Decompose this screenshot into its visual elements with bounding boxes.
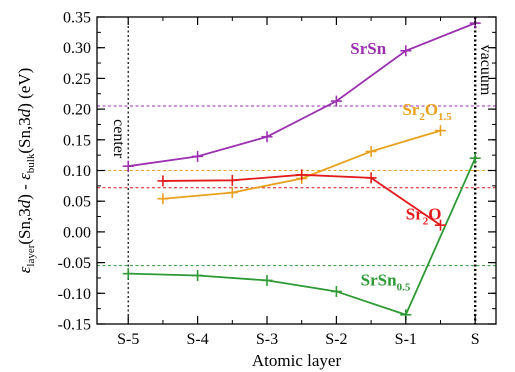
vertical-marker-label: vacuum	[477, 45, 494, 96]
x-tick-label: S-4	[187, 331, 209, 348]
data-point	[192, 269, 204, 281]
data-point	[122, 160, 134, 172]
series-label: SrSn	[350, 39, 386, 58]
y-tick-label: 0.15	[63, 132, 91, 149]
series-label-part: 0.5	[397, 281, 411, 293]
data-point	[192, 150, 204, 162]
series-label: Sr2O1.5	[402, 100, 452, 123]
data-point	[469, 152, 481, 164]
y-axis-label-part: ε	[15, 173, 34, 180]
vertical-marker-label: center	[110, 119, 127, 159]
series-label-part: Sr	[406, 205, 423, 224]
data-point	[226, 174, 238, 186]
series-label-part: 2	[419, 111, 425, 123]
y-tick-label: 0.10	[63, 163, 91, 180]
series-lines	[128, 22, 477, 316]
series-label: Sr2O	[406, 205, 442, 228]
data-point	[261, 131, 273, 143]
y-tick-label: 0.05	[63, 194, 91, 211]
y-axis-label-part: ε	[15, 266, 34, 273]
data-point	[434, 219, 446, 231]
y-axis-label-part: ) -	[15, 180, 34, 200]
series-label: SrSn0.5	[361, 270, 411, 293]
series-line	[128, 157, 477, 316]
x-tick-label: S-2	[325, 331, 347, 348]
y-tick-label: 0.00	[63, 224, 91, 241]
series-line	[128, 22, 476, 168]
x-axis-label: Atomic layer	[252, 351, 342, 370]
data-point	[400, 45, 412, 57]
reference-lines	[97, 105, 496, 267]
data-point	[434, 125, 446, 137]
x-tick-label: S-1	[395, 331, 417, 348]
x-tick-label: S	[471, 331, 480, 348]
data-point	[261, 274, 273, 286]
y-axis-label-part: d	[15, 108, 34, 117]
y-tick-label: 0.30	[63, 40, 91, 57]
series-label-part: O	[425, 100, 438, 119]
data-point	[122, 268, 134, 280]
y-tick-label: 0.35	[63, 10, 91, 27]
y-tick-label: -0.10	[58, 286, 91, 303]
series-label-part: 2	[423, 216, 429, 228]
data-point	[296, 169, 308, 181]
y-axis-label-part: ) (eV)	[15, 68, 34, 109]
data-point	[157, 193, 169, 205]
y-axis-label-part: bulk	[25, 153, 37, 173]
x-tick-label: S-5	[117, 331, 139, 348]
y-axis-label-part: d	[15, 199, 34, 208]
data-point	[226, 187, 238, 199]
data-point	[330, 285, 342, 297]
y-tick-label: -0.15	[58, 317, 91, 334]
y-axis-label-part: (Sn,3	[15, 208, 34, 244]
data-point	[365, 145, 377, 157]
axes: -0.15 -0.10 -0.05 0.00 0.05 0.10 0.15 0.20 0.25 0…	[58, 10, 497, 348]
y-axis-ticks: -0.15 -0.10 -0.05 0.00 0.05 0.10 0.15 0.20 0.25 0…	[58, 10, 496, 334]
series-line	[162, 129, 441, 200]
data-point	[157, 175, 169, 187]
y-axis-label: εlayer(Sn,3d) - εbulk(Sn,3d) (eV)	[15, 68, 37, 274]
y-tick-label: -0.05	[58, 255, 91, 272]
data-point	[365, 172, 377, 184]
series-label-part: O	[428, 205, 441, 224]
y-tick-label: 0.20	[63, 102, 91, 119]
y-axis-label-part: (Sn,3	[15, 117, 34, 153]
y-tick-label: 0.25	[63, 71, 91, 88]
x-tick-label: S-3	[256, 331, 278, 348]
series-label-part: SrSn	[361, 270, 397, 289]
y-axis-label-part: layer	[25, 244, 37, 266]
series-label-part: SrSn	[350, 39, 386, 58]
series-label-part: Sr	[402, 100, 419, 119]
data-point	[330, 95, 342, 107]
x-axis-ticks: S-5 S-4 S-3 S-2 S-1 S	[117, 17, 480, 348]
data-markers	[122, 17, 481, 321]
series-label-part: 1.5	[438, 111, 452, 123]
